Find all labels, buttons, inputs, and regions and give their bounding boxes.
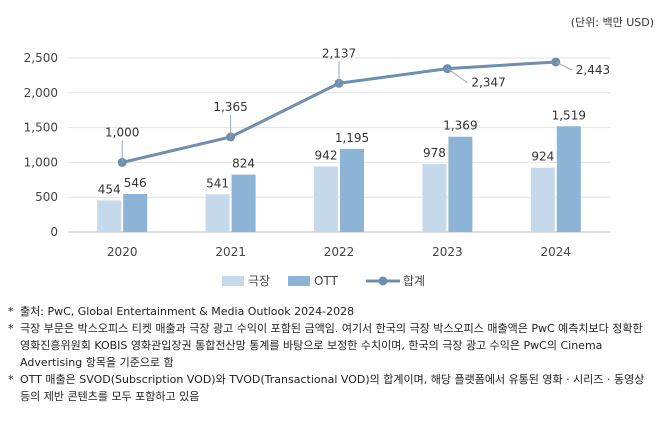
bar-theater (205, 194, 230, 232)
footnote-bullet: * (8, 373, 14, 386)
total-value-label: 1,000 (105, 125, 139, 139)
footnote-text: 출처: PwC, Global Entertainment & Media Ou… (20, 305, 355, 318)
x-tick-label: 2020 (107, 245, 138, 259)
x-tick-label: 2023 (432, 245, 463, 259)
legend-label: 합계 (403, 274, 425, 288)
footnote-text: OTT 매출은 SVOD(Subscription VOD)와 TVOD(Tra… (20, 373, 645, 403)
footnotes: * 출처: PwC, Global Entertainment & Media … (8, 303, 656, 405)
bar-value-label: 978 (423, 146, 446, 160)
bar-value-label: 824 (232, 157, 255, 171)
leader-line (555, 61, 573, 71)
y-tick-label: 0 (50, 225, 58, 239)
legend-swatch (288, 276, 310, 286)
bar-value-label: 454 (98, 182, 121, 196)
chart-svg: (단위: 백만 USD) 0 500 1,000 1,500 2,000 2,500 45… (24, 16, 654, 288)
bar-ott (448, 136, 473, 232)
chart: (단위: 백만 USD) 0 500 1,000 1,500 2,000 2,500 45… (24, 16, 654, 288)
bar-ott (123, 193, 148, 232)
footnote-source: * 출처: PwC, Global Entertainment & Media … (8, 303, 656, 320)
total-value-label: 1,365 (213, 100, 247, 114)
y-tick-label: 2,500 (24, 51, 58, 65)
footnote-ott: * OTT 매출은 SVOD(Subscription VOD)와 TVOD(T… (8, 371, 656, 405)
footnote-text: 극장 부문은 박스오피스 티켓 매출과 극장 광고 수익이 포함된 금액임. 여… (20, 322, 643, 369)
legend-marker (378, 276, 388, 286)
bar-value-label: 546 (124, 176, 147, 190)
unit-label: (단위: 백만 USD) (571, 16, 654, 29)
bar-theater (422, 163, 447, 232)
footnote-bullet: * (8, 322, 14, 335)
line-layer: 1,000 1,365 2,137 2,347 2,443 (105, 46, 610, 167)
total-value-label: 2,137 (322, 46, 356, 60)
bar-layer: 454 541 942 978 924 546 824 1,195 1,369 1,519 (97, 108, 586, 232)
leader-line (447, 68, 468, 84)
total-value-label: 2,443 (576, 63, 610, 77)
y-tick-label: 1,500 (24, 121, 58, 135)
bar-value-label: 541 (206, 176, 229, 190)
y-tick-label: 1,000 (24, 155, 58, 169)
bar-value-label: 924 (531, 150, 554, 164)
x-tick-label: 2024 (541, 245, 572, 259)
total-value-label: 2,347 (471, 76, 505, 90)
x-tick-label: 2021 (215, 245, 246, 259)
y-tick-label: 2,000 (24, 86, 58, 100)
footnote-bullet: * (8, 305, 14, 318)
bar-value-label: 1,369 (443, 119, 477, 133)
bar-ott (340, 148, 364, 232)
y-axis: 0 500 1,000 1,500 2,000 2,500 (24, 51, 58, 239)
bar-ott (231, 174, 256, 232)
y-tick-label: 500 (35, 190, 58, 204)
x-tick-label: 2022 (324, 245, 355, 259)
legend-label: 극장 (248, 274, 270, 288)
bar-theater (530, 167, 555, 232)
grid-layer (68, 57, 610, 233)
bar-value-label: 942 (315, 148, 338, 162)
bar-theater (97, 200, 122, 232)
bar-value-label: 1,195 (335, 131, 369, 145)
footnote-theater: * 극장 부문은 박스오피스 티켓 매출과 극장 광고 수익이 포함된 금액임.… (8, 320, 656, 371)
bar-value-label: 1,519 (552, 108, 586, 122)
legend: 극장 OTT 합계 (222, 274, 425, 288)
legend-label: OTT (314, 274, 339, 288)
x-axis: 2020 2021 2022 2023 2024 (107, 245, 571, 259)
bar-ott (556, 126, 581, 232)
legend-swatch (222, 276, 244, 286)
bar-theater (314, 166, 338, 232)
